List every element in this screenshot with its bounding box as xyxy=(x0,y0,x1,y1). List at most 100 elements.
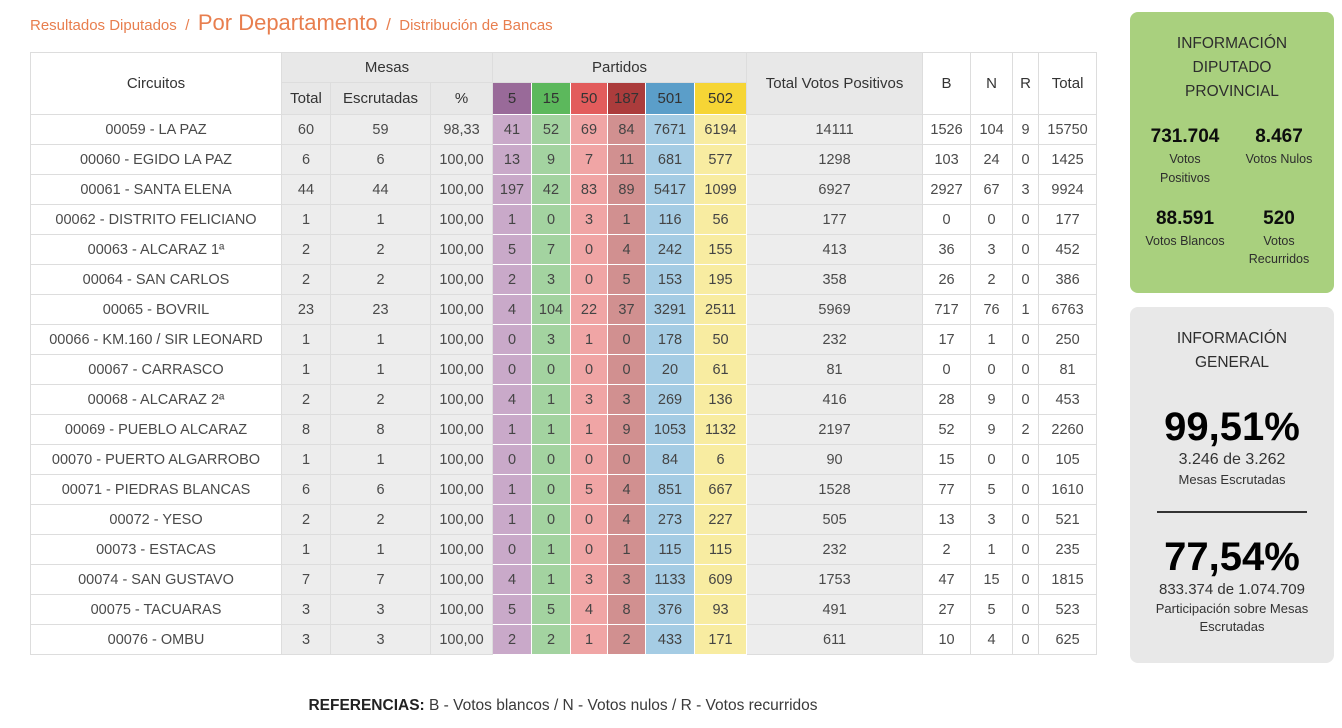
circuit-cell: 00063 - ALCARAZ 1ª xyxy=(30,234,282,265)
party-votes-cell-187: 1 xyxy=(607,204,646,235)
votos-blancos-value: 88.591 xyxy=(1155,207,1215,229)
party-votes-cell-501: 851 xyxy=(645,474,695,505)
pct-cell: 100,00 xyxy=(430,594,493,625)
party-column-header-50: 50 xyxy=(570,82,608,115)
row-total-cell: 625 xyxy=(1038,624,1098,655)
references-line: REFERENCIAS: B - Votos blancos / N - Vot… xyxy=(30,697,1096,715)
votos-blancos-label: Votos Blancos xyxy=(1145,233,1225,248)
party-votes-cell-501: 178 xyxy=(645,324,695,355)
party-votes-cell-502: 1132 xyxy=(693,414,748,445)
party-votes-cell-187: 9 xyxy=(607,414,646,445)
provincial-stats-grid: 731.704 Votos Positivos 8.467 Votos Nulo… xyxy=(1138,126,1326,269)
total-positivos-cell: 416 xyxy=(746,384,924,415)
breadcrumb-por-departamento[interactable]: Por Departamento xyxy=(197,10,378,35)
total-positivos-cell: 2197 xyxy=(746,414,924,445)
party-votes-cell-187: 1 xyxy=(607,534,646,565)
mesas-escrutadas-cell: 3 xyxy=(330,594,431,625)
party-votes-cell-502: 155 xyxy=(693,234,748,265)
b-cell: 13 xyxy=(922,504,972,535)
party-votes-cell-15: 0 xyxy=(531,474,571,505)
general-panel-title: INFORMACIÓN GENERAL xyxy=(1176,330,1288,372)
pct-cell: 100,00 xyxy=(430,504,493,535)
total-positivos-cell: 232 xyxy=(746,324,924,355)
stat-votos-nulos: 8.467 Votos Nulos xyxy=(1232,126,1326,188)
total-positivos-cell: 358 xyxy=(746,264,924,295)
r-cell: 0 xyxy=(1012,474,1040,505)
party-votes-cell-501: 681 xyxy=(645,144,695,175)
participacion-detail: 833.374 de 1.074.709 xyxy=(1159,581,1305,599)
table-row: 00066 - KM.160 / SIR LEONARD 1 1 100,00 0 3 1 0… xyxy=(30,324,1098,355)
party-votes-cell-15: 3 xyxy=(531,264,571,295)
pct-cell: 100,00 xyxy=(430,174,493,205)
mesas-escrutadas-cell: 3 xyxy=(330,624,431,655)
mesas-escrutadas-cell: 7 xyxy=(330,564,431,595)
pct-cell: 100,00 xyxy=(430,474,493,505)
circuit-cell: 00062 - DISTRITO FELICIANO xyxy=(30,204,282,235)
party-votes-cell-5: 1 xyxy=(492,474,532,505)
party-votes-cell-5: 0 xyxy=(492,354,532,385)
mesas-escrutadas-cell: 1 xyxy=(330,324,431,355)
party-votes-cell-187: 0 xyxy=(607,354,646,385)
circuit-cell: 00073 - ESTACAS xyxy=(30,534,282,565)
breadcrumb-distribucion-de-bancas[interactable]: Distribución de Bancas xyxy=(399,17,553,34)
votos-recurridos-value: 520 xyxy=(1263,207,1295,229)
row-total-cell: 1425 xyxy=(1038,144,1098,175)
breadcrumb-resultados-diputados[interactable]: Resultados Diputados xyxy=(30,17,177,34)
b-cell: 2927 xyxy=(922,174,972,205)
party-votes-cell-5: 0 xyxy=(492,444,532,475)
col-header-total: Total xyxy=(1038,52,1098,115)
total-positivos-cell: 232 xyxy=(746,534,924,565)
row-total-cell: 1815 xyxy=(1038,564,1098,595)
r-cell: 0 xyxy=(1012,564,1040,595)
party-votes-cell-187: 3 xyxy=(607,384,646,415)
party-votes-cell-15: 1 xyxy=(531,414,571,445)
party-votes-cell-15: 3 xyxy=(531,324,571,355)
panel-divider xyxy=(1157,511,1307,514)
party-votes-cell-5: 13 xyxy=(492,144,532,175)
party-votes-cell-5: 1 xyxy=(492,504,532,535)
party-votes-cell-5: 0 xyxy=(492,324,532,355)
total-positivos-cell: 90 xyxy=(746,444,924,475)
party-votes-cell-502: 93 xyxy=(693,594,748,625)
row-total-cell: 1610 xyxy=(1038,474,1098,505)
party-votes-cell-50: 3 xyxy=(570,204,608,235)
stat-votos-positivos: 731.704 Votos Positivos xyxy=(1138,126,1232,188)
table-row: 00072 - YESO 2 2 100,00 1 0 0 4 273 227 505 13 3 0 521 xyxy=(30,504,1098,535)
table-header-group-row: Circuitos Mesas Partidos Total Votos Pos… xyxy=(30,52,1098,115)
mesas-escrutadas-cell: 1 xyxy=(330,444,431,475)
mesas-total-cell: 7 xyxy=(281,564,331,595)
b-cell: 26 xyxy=(922,264,972,295)
n-cell: 4 xyxy=(970,624,1014,655)
results-table: Circuitos Mesas Partidos Total Votos Pos… xyxy=(30,52,1098,655)
party-votes-cell-50: 0 xyxy=(570,444,608,475)
party-votes-cell-502: 6 xyxy=(693,444,748,475)
party-votes-cell-501: 273 xyxy=(645,504,695,535)
party-votes-cell-5: 2 xyxy=(492,264,532,295)
sidebar: INFORMACIÓN DIPUTADO PROVINCIAL 731.704 … xyxy=(1130,12,1334,663)
table-row: 00064 - SAN CARLOS 2 2 100,00 2 3 0 5 153 195 358 2… xyxy=(30,264,1098,295)
party-votes-cell-15: 9 xyxy=(531,144,571,175)
r-cell: 0 xyxy=(1012,234,1040,265)
r-cell: 0 xyxy=(1012,384,1040,415)
party-votes-cell-5: 1 xyxy=(492,414,532,445)
table-row: 00070 - PUERTO ALGARROBO 1 1 100,00 0 0 0 0 84 6 9… xyxy=(30,444,1098,475)
party-votes-cell-5: 41 xyxy=(492,114,532,145)
row-total-cell: 523 xyxy=(1038,594,1098,625)
party-votes-cell-501: 84 xyxy=(645,444,695,475)
circuit-cell: 00075 - TACUARAS xyxy=(30,594,282,625)
r-cell: 0 xyxy=(1012,264,1040,295)
party-votes-cell-502: 56 xyxy=(693,204,748,235)
col-header-total-votos-positivos: Total Votos Positivos xyxy=(746,52,924,115)
circuit-cell: 00059 - LA PAZ xyxy=(30,114,282,145)
row-total-cell: 105 xyxy=(1038,444,1098,475)
party-votes-cell-15: 1 xyxy=(531,534,571,565)
b-cell: 77 xyxy=(922,474,972,505)
total-positivos-cell: 1753 xyxy=(746,564,924,595)
col-header-b: B xyxy=(922,52,972,115)
table-row: 00065 - BOVRIL 23 23 100,00 4 104 22 37 3291 2511… xyxy=(30,294,1098,325)
party-votes-cell-5: 2 xyxy=(492,624,532,655)
r-cell: 0 xyxy=(1012,354,1040,385)
party-votes-cell-187: 3 xyxy=(607,564,646,595)
mesas-total-cell: 2 xyxy=(281,234,331,265)
n-cell: 9 xyxy=(970,414,1014,445)
